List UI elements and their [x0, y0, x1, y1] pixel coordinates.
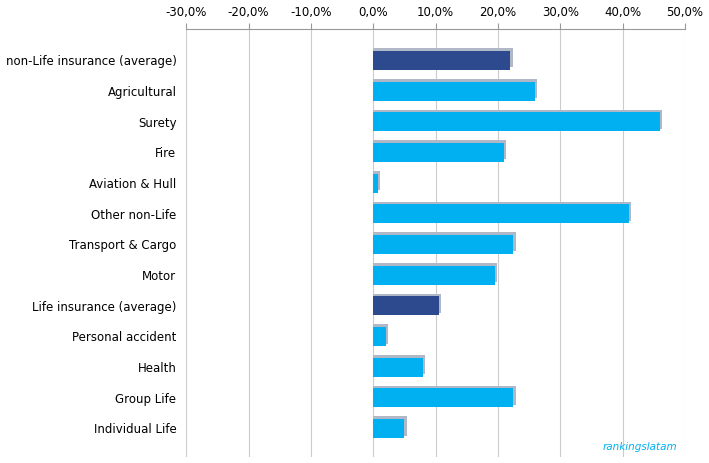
Bar [373, 325, 388, 344]
Bar [374, 79, 537, 98]
Bar [373, 171, 380, 190]
Bar [373, 140, 506, 159]
Bar [374, 232, 515, 251]
Bar [373, 355, 425, 374]
Bar [374, 110, 661, 129]
Bar [373, 263, 497, 282]
Bar [373, 266, 495, 285]
Bar [373, 327, 386, 346]
Bar [373, 357, 423, 376]
Bar [373, 204, 629, 223]
Bar [373, 49, 513, 68]
Bar [373, 232, 515, 251]
Bar [374, 386, 515, 405]
Bar [374, 140, 506, 159]
Bar [373, 419, 404, 438]
Bar [374, 49, 512, 68]
Bar [373, 388, 513, 407]
Bar [373, 51, 510, 70]
Bar [373, 386, 515, 405]
Bar [373, 202, 631, 221]
Bar [373, 81, 535, 100]
Bar [374, 417, 406, 436]
Bar [373, 417, 406, 436]
Bar [373, 110, 662, 129]
Bar [374, 325, 387, 344]
Bar [374, 294, 440, 313]
Bar [374, 171, 379, 190]
Bar [373, 296, 439, 315]
Bar [373, 294, 441, 313]
Bar [374, 263, 496, 282]
Bar [373, 143, 504, 162]
Bar [373, 235, 513, 254]
Bar [373, 79, 537, 98]
Bar [373, 174, 378, 193]
Text: rankingslatam: rankingslatam [603, 442, 678, 452]
Bar [373, 112, 660, 131]
Bar [374, 355, 425, 374]
Bar [374, 202, 630, 221]
